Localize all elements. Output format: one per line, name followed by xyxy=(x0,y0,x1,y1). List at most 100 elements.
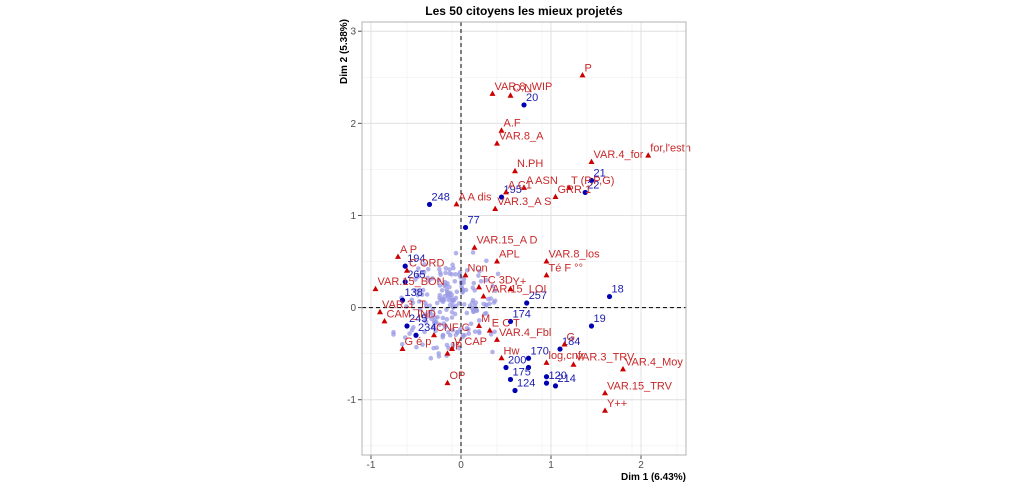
individual-point xyxy=(543,380,550,386)
background-individual-point xyxy=(443,270,448,276)
background-individual-point xyxy=(431,319,437,324)
individual-point xyxy=(525,364,532,371)
background-individual-point xyxy=(421,269,427,275)
individual-label: 265 xyxy=(407,269,425,281)
background-individual-point xyxy=(436,351,441,356)
background-individual-point xyxy=(409,297,415,303)
individual-point xyxy=(507,318,514,325)
category-point xyxy=(404,267,410,273)
background-individual-point xyxy=(467,303,473,308)
category-point xyxy=(543,271,550,278)
category-label: E C T xyxy=(492,318,520,330)
individual-point xyxy=(588,323,595,329)
background-individual-point xyxy=(431,345,436,351)
background-individual-point xyxy=(466,327,471,332)
category-label: N.PH xyxy=(517,158,543,170)
background-individual-point xyxy=(415,266,421,271)
category-label: CNF C xyxy=(436,322,470,334)
background-individual-point xyxy=(450,327,456,333)
background-individual-point xyxy=(490,283,496,289)
background-individual-point xyxy=(450,342,456,348)
background-individual-point xyxy=(437,309,443,315)
background-individual-point xyxy=(399,341,405,347)
individual-point xyxy=(507,376,514,383)
category-label: GRR 1 xyxy=(558,184,592,196)
background-individual-point xyxy=(461,276,467,282)
category-label: Té F °° xyxy=(549,262,583,274)
category-point xyxy=(444,350,451,356)
background-individual-point xyxy=(484,258,489,264)
background-individual-point xyxy=(413,288,418,293)
category-point xyxy=(431,331,437,338)
individual-label: 77 xyxy=(468,214,480,226)
category-label: VAR.15_TRV xyxy=(607,380,673,392)
individual-label: 18 xyxy=(612,284,624,296)
individual-point xyxy=(402,279,408,285)
category-point xyxy=(507,92,514,98)
individual-point xyxy=(426,201,433,208)
category-point xyxy=(494,258,500,264)
background-individual-point xyxy=(447,267,452,272)
category-label: VAR.8_los xyxy=(549,249,601,261)
x-tick-label: -1 xyxy=(367,460,376,471)
individual-label: 174 xyxy=(513,308,531,320)
category-point xyxy=(579,72,586,78)
background-individual-point xyxy=(460,334,466,340)
category-label: C ORD xyxy=(409,258,445,270)
individual-label: 245 xyxy=(409,313,427,325)
individual-label: 257 xyxy=(529,290,547,302)
background-individual-point xyxy=(452,278,458,284)
category-label: VAR.4_for xyxy=(594,149,644,161)
chart-title: Les 50 citoyens les mieux projetés xyxy=(425,4,623,18)
individual-point xyxy=(606,293,613,300)
category-label: M xyxy=(481,313,490,325)
background-individual-point xyxy=(415,292,421,298)
background-individual-point xyxy=(402,335,408,340)
background-individual-point xyxy=(442,279,448,285)
individual-point xyxy=(413,332,419,338)
individual-point xyxy=(503,364,509,371)
category-label: VAR.3_A S xyxy=(497,196,551,208)
background-individual-point xyxy=(464,267,470,273)
x-axis-title: Dim 1 (6.43%) xyxy=(621,472,686,483)
background-individual-point xyxy=(420,287,426,293)
background-individual-point xyxy=(416,299,422,304)
background-individual-point xyxy=(434,300,440,306)
background-individual-point xyxy=(492,298,498,304)
category-point xyxy=(602,389,608,396)
category-label: VAR.15_LOI xyxy=(486,284,547,296)
category-label: VAR.15_BON xyxy=(378,276,445,288)
individual-label: 214 xyxy=(558,373,576,385)
category-label: VAR.3_TRV xyxy=(576,352,636,364)
background-individual-point xyxy=(490,349,495,355)
category-point xyxy=(521,184,527,190)
category-label: Y++ xyxy=(607,398,627,410)
category-point xyxy=(512,167,518,174)
category-point xyxy=(620,365,626,372)
background-individual-point xyxy=(477,330,482,336)
individual-point xyxy=(404,323,410,329)
background-individual-point xyxy=(463,287,469,293)
category-point xyxy=(498,354,505,361)
background-individual-point xyxy=(422,262,427,267)
background-individual-point xyxy=(422,329,427,335)
category-point xyxy=(561,341,568,347)
category-label: CAM_IND xyxy=(387,308,437,320)
background-individual-point xyxy=(438,272,443,278)
y-tick-label: 2 xyxy=(350,119,356,130)
category-point xyxy=(494,336,500,342)
background-individual-point xyxy=(470,308,476,313)
category-point xyxy=(489,90,496,96)
y-axis-title: Dim 2 (5.38%) xyxy=(339,19,350,84)
y-tick-label: 1 xyxy=(350,211,356,222)
individual-label: 22 xyxy=(587,179,599,191)
individual-label: 138 xyxy=(405,287,423,299)
background-individual-point xyxy=(437,283,443,288)
background-individual-point xyxy=(437,292,443,298)
category-point xyxy=(507,285,514,292)
individual-point xyxy=(525,355,532,361)
category-point xyxy=(462,271,469,278)
background-individual-point xyxy=(446,345,451,351)
background-individual-point xyxy=(453,271,458,277)
